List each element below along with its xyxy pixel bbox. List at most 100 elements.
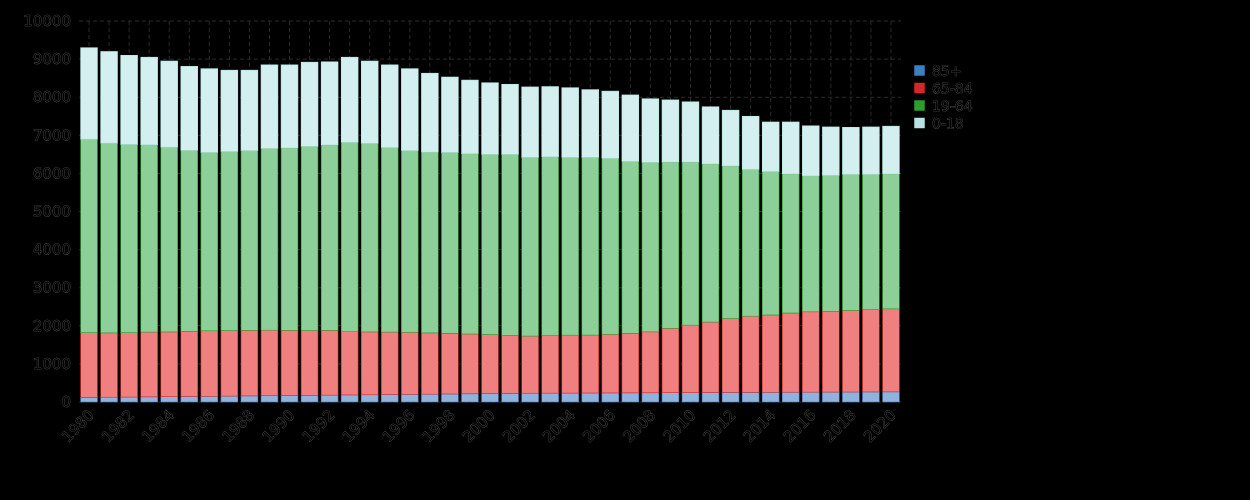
bar-85plus-2015	[782, 391, 800, 403]
bar-85plus-2010	[681, 392, 700, 403]
bar-65-84-2014	[761, 314, 780, 393]
bar-65-84-1998	[441, 333, 459, 395]
bar-0-18-2010	[681, 101, 700, 163]
bar-85plus-1982	[120, 396, 138, 403]
bar-19-64-2012	[721, 165, 740, 319]
bar-85plus-2006	[601, 392, 620, 403]
y-tick-label: 8000	[33, 88, 71, 106]
x-tick-label: 2004	[539, 406, 579, 446]
bar-19-64-1998	[441, 152, 459, 334]
bar-0-18-2013	[741, 115, 760, 170]
bar-19-64-2004	[561, 157, 579, 336]
bar-85plus-2009	[661, 392, 680, 403]
y-tick-label: 0	[61, 393, 71, 411]
bar-65-84-2013	[741, 315, 760, 393]
bar-85plus-1987	[220, 395, 239, 403]
bar-0-18-2009	[661, 99, 680, 163]
bar-0-18-2018	[842, 126, 860, 175]
bar-85plus-1994	[360, 394, 379, 403]
bar-19-64-2009	[661, 161, 680, 329]
bar-0-18-2011	[701, 106, 720, 165]
bar-65-84-2001	[501, 335, 519, 394]
bar-19-64-1996	[401, 150, 419, 333]
bar-0-18-2015	[782, 121, 800, 175]
x-tick-label: 2014	[740, 406, 780, 446]
bar-85plus-1996	[401, 394, 419, 403]
legend-swatch	[913, 117, 926, 129]
bar-0-18-2002	[521, 86, 539, 158]
x-tick-label: 1984	[138, 406, 178, 446]
bar-0-18-1987	[220, 69, 239, 152]
bar-65-84-1988	[240, 330, 259, 397]
bar-65-84-1997	[421, 332, 439, 395]
y-tick-label: 1000	[33, 355, 71, 373]
y-tick-label: 6000	[33, 164, 71, 182]
bar-85plus-2000	[481, 393, 499, 403]
x-tick-label: 1998	[419, 406, 459, 446]
bar-85plus-2020	[882, 391, 900, 403]
y-tick-label: 9000	[33, 50, 71, 68]
x-tick-label: 1988	[219, 406, 259, 446]
bar-19-64-2020	[882, 173, 900, 310]
bar-19-64-2014	[761, 171, 780, 316]
bar-19-64-1981	[100, 142, 118, 334]
bar-0-18-1982	[120, 54, 138, 145]
y-axis: 0 1000 2000 3000 4000 5000 6000 7000 8000 9000 100…	[23, 12, 71, 412]
bar-19-64-1987	[220, 151, 239, 331]
x-tick-label: 2012	[700, 406, 740, 446]
bar-19-64-1985	[180, 150, 198, 332]
legend-label: 19-64	[932, 99, 973, 115]
bar-0-18-1986	[200, 68, 219, 153]
bar-0-18-1989	[260, 64, 279, 149]
bar-19-64-2016	[802, 175, 820, 313]
bar-65-84-2010	[681, 324, 700, 393]
x-tick-label: 1994	[339, 406, 379, 446]
bar-19-64-2008	[641, 162, 660, 333]
bar-85plus-1981	[100, 396, 118, 403]
bar-85plus-2007	[621, 392, 640, 403]
bar-85plus-2017	[822, 391, 840, 403]
bar-0-18-1996	[401, 68, 419, 151]
y-tick-label: 7000	[33, 126, 71, 144]
bar-19-64-2001	[501, 154, 519, 336]
bar-85plus-1986	[200, 395, 219, 403]
x-tick-label: 2010	[660, 406, 700, 446]
bar-65-84-2019	[862, 309, 880, 393]
bar-85plus-1989	[260, 395, 279, 403]
bar-85plus-2014	[761, 392, 780, 403]
bar-19-64-2003	[541, 156, 559, 336]
x-tick-label: 2020	[860, 406, 900, 446]
bar-65-84-1987	[220, 330, 239, 397]
bar-65-84-2005	[581, 334, 599, 394]
bar-65-84-2003	[541, 335, 559, 394]
bar-0-18-1981	[100, 51, 118, 144]
bar-0-18-1997	[421, 72, 439, 153]
legend-swatch	[913, 64, 926, 77]
bar-65-84-1996	[401, 331, 419, 395]
bar-19-64-1994	[360, 143, 379, 333]
bar-0-18-2005	[581, 89, 599, 158]
bar-19-64-2018	[842, 173, 860, 311]
x-tick-label: 1982	[98, 406, 138, 446]
bar-85plus-1993	[340, 394, 359, 403]
bar-19-64-1999	[461, 153, 479, 335]
bars	[80, 47, 900, 403]
y-tick-label: 4000	[33, 241, 71, 259]
bar-0-18-2003	[541, 86, 559, 157]
bar-65-84-2004	[561, 334, 579, 394]
bar-85plus-1995	[381, 394, 399, 403]
bar-19-64-1980	[80, 138, 98, 333]
bar-65-84-2002	[521, 335, 539, 394]
bar-0-18-2007	[621, 94, 640, 162]
bar-85plus-2013	[741, 392, 760, 403]
bar-19-64-1988	[240, 150, 259, 331]
bar-85plus-2008	[641, 392, 660, 403]
legend-label: 0-18	[932, 117, 964, 133]
bar-0-18-1983	[140, 56, 158, 145]
bar-65-84-1982	[120, 332, 138, 398]
bar-65-84-2018	[842, 310, 860, 393]
bar-85plus-1985	[180, 396, 198, 403]
bar-19-64-1992	[320, 144, 339, 331]
bar-0-18-1993	[340, 56, 359, 143]
bar-65-84-1991	[300, 330, 319, 396]
